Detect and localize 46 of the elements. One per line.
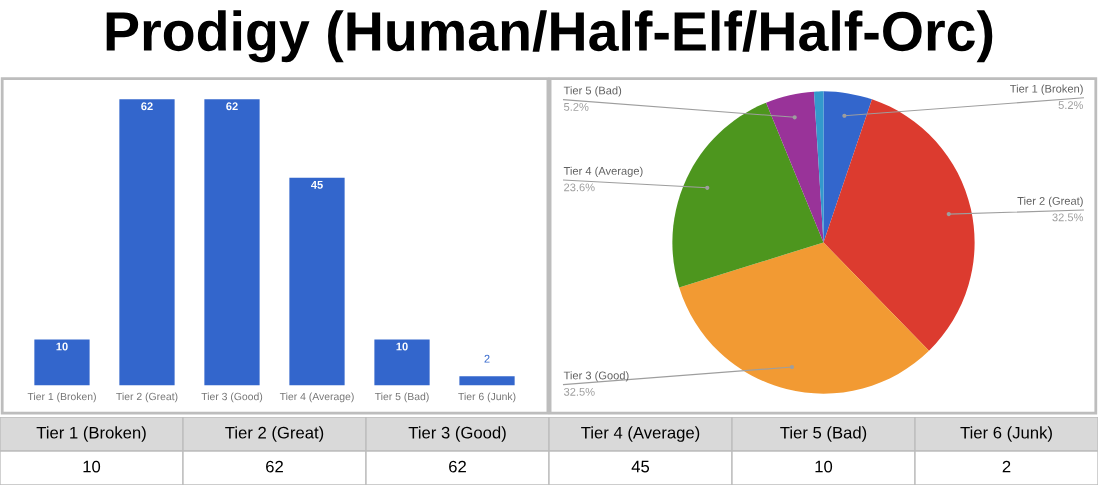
x-tick-label: Tier 5 (Bad) [374,392,429,403]
data-label: 62 [141,102,153,111]
category-label: Tier 5 (Bad) [780,426,867,442]
x-tick-label: Tier 1 (Broken) [27,392,96,403]
category-label: Tier 2 (Great) [225,426,324,442]
data-label: 10 [56,342,68,351]
x-tick-label: Tier 4 (Average) [279,392,354,403]
slice-label: Tier 2 (Great) [1017,196,1083,208]
data-label: 32.5% [1052,213,1084,222]
data-label: 62 [449,460,466,473]
data-label: 10 [396,342,408,351]
slice-label: Tier 3 (Good) [563,371,629,382]
bar [459,376,515,386]
x-tick-label: Tier 6 (Junk) [458,392,516,403]
data-label: 62 [226,102,238,111]
slice-label: Tier 1 (Broken) [1010,84,1083,95]
data-label: 32.5% [563,387,595,396]
data-label: 5.2% [1058,101,1084,110]
chart-title: Prodigy (Human/Half-Elf/Half-Orc) [106,10,993,63]
bar [34,339,90,386]
pie-slice [672,102,824,288]
pie-slice [823,91,872,243]
slice-label: Tier 5 (Bad) [563,86,622,97]
bar [204,99,260,386]
pie-slice [766,91,824,243]
data-label: 62 [266,460,283,473]
x-tick-label: Tier 2 (Great) [116,392,178,403]
bar [289,177,345,386]
category-label: Tier 1 (Broken) [36,426,146,442]
category-label: Tier 6 (Junk) [960,426,1052,442]
category-label: Tier 3 (Good) [408,426,506,442]
slice-label: Tier 4 (Average) [563,166,643,178]
data-label: 2 [484,354,490,363]
pie-slice [823,99,975,351]
data-label: 2 [1002,460,1011,473]
x-tick-label: Tier 3 (Good) [201,392,263,403]
data-label: 10 [83,460,101,473]
bar [119,99,175,386]
data-label: 10 [815,460,833,473]
bar [374,339,430,386]
data-label: 5.2% [564,102,589,111]
data-label: 45 [310,180,323,189]
data-label: 23.6% [564,183,595,192]
pie-slice [679,242,930,394]
category-label: Tier 4 (Average) [581,426,700,442]
data-label: 45 [631,460,650,473]
